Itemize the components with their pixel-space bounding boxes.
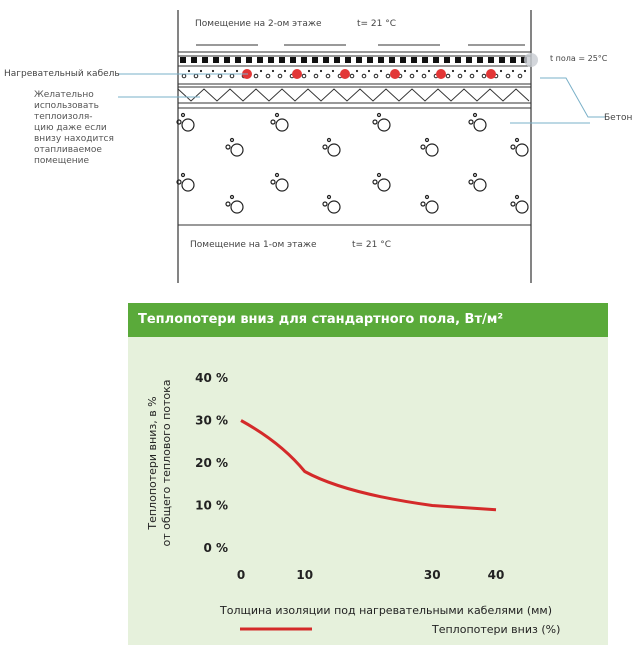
x-tick-label: 40 — [488, 568, 505, 582]
heating-cable-dot — [340, 69, 350, 79]
y-tick-label: 30 % — [195, 414, 228, 428]
y-tick-label: 0 % — [203, 541, 228, 555]
heating-cable-label: Нагревательный кабель — [4, 69, 120, 79]
chart-title: Теплопотери вниз для стандартного пола, … — [128, 303, 608, 337]
room-bottom-label: Помещение на 1-ом этаже — [190, 240, 317, 250]
insulation-note: Желательно использовать теплоизоля- цию … — [34, 90, 114, 166]
concrete-leader-line-a — [540, 77, 606, 118]
heating-cable-dot — [486, 69, 496, 79]
x-tick-label: 0 — [237, 568, 245, 582]
floor-sensor-icon — [524, 53, 538, 67]
y-axis-label-line2: от общего теплового потока — [160, 379, 173, 546]
heating-cable-dot — [436, 69, 446, 79]
tile-pattern — [180, 57, 527, 63]
insulation-zigzag — [177, 88, 530, 102]
y-tick-label: 20 % — [195, 456, 228, 470]
floor-temp-label: t пола = 25°C — [550, 54, 608, 63]
x-tick-label: 10 — [296, 568, 313, 582]
room-bottom-temp: t= 21 °C — [352, 240, 392, 250]
heat-loss-chart: 0 % 10 % 20 % 30 % 40 % 0 10 30 40 Теплопотери … — [128, 303, 608, 645]
x-axis-label: Толщина изоляции под нагревательными каб… — [219, 604, 552, 617]
chart-canvas: 0 % 10 % 20 % 30 % 40 % 0 10 30 40 Теплопотери … — [146, 371, 560, 636]
y-tick-label: 10 % — [195, 499, 228, 513]
floor-heating-diagram: Помещение на 2-ом этаже t= 21 °C t пола … — [0, 0, 640, 290]
floor-cross-section — [118, 10, 606, 283]
x-tick-label: 30 — [424, 568, 441, 582]
floor-surface — [177, 51, 532, 57]
series-line-heat-loss — [240, 419, 497, 512]
y-tick-label: 40 % — [195, 371, 228, 385]
cable-layer — [181, 69, 527, 79]
heating-cable-dot — [390, 69, 400, 79]
room-top-temp: t= 21 °C — [357, 19, 397, 29]
room-top-label: Помещение на 2-ом этаже — [195, 19, 322, 29]
heating-cable-dot — [292, 69, 302, 79]
legend-entry: Теплопотери вниз (%) — [431, 623, 560, 636]
y-axis-label-line1: Теплопотери вниз, в % — [146, 396, 159, 530]
concrete-slab — [176, 112, 529, 214]
concrete-label: Бетон — [604, 113, 633, 123]
